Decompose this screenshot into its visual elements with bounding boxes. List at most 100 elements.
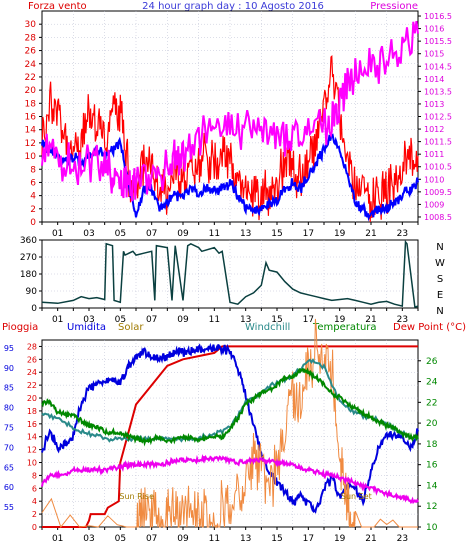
top-right-tick-label: 1015.5 xyxy=(424,37,452,46)
top-left-tick-label: 8 xyxy=(30,165,36,175)
bottom-xtick-label: 19 xyxy=(334,534,346,544)
bottom-temp-tick-label: 16 xyxy=(426,461,438,471)
bottom-xtick-label: 05 xyxy=(115,534,126,544)
top-right-tick-label: 1010 xyxy=(424,175,444,184)
bottom-xtick-label: 09 xyxy=(177,534,189,544)
bottom-umidita-tick-label: 85 xyxy=(4,384,14,393)
top-xtick-label: 17 xyxy=(303,229,314,239)
mid-right-label: S xyxy=(437,274,443,285)
top-left-tick-label: 2 xyxy=(30,205,36,215)
bottom-umidita-tick-label: 90 xyxy=(4,364,14,373)
mid-left-tick-label: 90 xyxy=(26,287,38,297)
top-xtick-label: 09 xyxy=(177,229,189,239)
bottom-temp-tick-label: 22 xyxy=(426,398,437,408)
bottom-umidita-tick-label: 70 xyxy=(4,443,14,452)
mid-left-tick-label: 180 xyxy=(20,270,37,280)
top-right-tick-label: 1014.5 xyxy=(424,62,452,71)
mid-left-tick-label: 0 xyxy=(31,304,37,314)
mid-xtick-label: 09 xyxy=(177,315,189,325)
bottom-xtick-label: 07 xyxy=(146,534,157,544)
top-left-tick-label: 14 xyxy=(25,126,37,136)
bottom-pioggia-tick-label: 20 xyxy=(27,394,37,403)
top-left-tick-label: 22 xyxy=(25,73,36,83)
mid-series-wind-direction xyxy=(41,239,419,309)
top-left-tick-label: 30 xyxy=(25,20,37,30)
bottom-pioggia-tick-label: 12 xyxy=(27,446,37,455)
bottom-pioggia-tick-label: 28 xyxy=(27,342,37,351)
bottom-pioggia-tick-label: 2 xyxy=(32,510,37,519)
mid-xtick-label: 11 xyxy=(209,315,220,325)
top-xtick-label: 01 xyxy=(52,229,63,239)
top-left-tick-label: 6 xyxy=(30,178,36,188)
top-series-pressione xyxy=(41,20,419,202)
mid-xtick-label: 15 xyxy=(271,315,282,325)
bottom-pioggia-tick-label: 10 xyxy=(27,459,37,468)
bottom-pioggia-tick-label: 4 xyxy=(32,497,37,506)
mid-xtick-label: 17 xyxy=(303,315,314,325)
bottom-umidita-tick-label: 80 xyxy=(4,404,14,413)
top-xtick-label: 13 xyxy=(240,229,251,239)
top-xtick-label: 05 xyxy=(115,229,126,239)
bottom-pioggia-tick-label: 14 xyxy=(27,433,37,442)
bottom-temp-tick-label: 10 xyxy=(426,523,438,533)
label-solar: Solar xyxy=(118,322,144,333)
top-series-forza-vento xyxy=(41,55,419,223)
top-left-tick-label: 10 xyxy=(25,152,37,162)
top-xtick-label: 03 xyxy=(83,229,94,239)
mid-left-tick-label: 360 xyxy=(20,236,37,246)
sunrise-annotation: Sun Rise xyxy=(119,492,154,501)
mid-xtick-label: 23 xyxy=(397,315,408,325)
bottom-umidita-tick-label: 60 xyxy=(4,483,14,492)
top-xtick-label: 15 xyxy=(271,229,282,239)
top-right-tick-label: 1009 xyxy=(424,200,444,209)
bottom-pioggia-tick-label: 18 xyxy=(27,407,37,416)
top-right-tick-label: 1014 xyxy=(424,75,444,84)
top-xtick-label: 21 xyxy=(365,229,376,239)
top-left-tick-label: 12 xyxy=(25,139,36,149)
mid-xtick-label: 21 xyxy=(365,315,376,325)
top-left-tick-label: 26 xyxy=(25,47,37,57)
top-right-label: Pressione xyxy=(370,1,418,12)
top-left-tick-label: 4 xyxy=(30,192,36,202)
bottom-pioggia-tick-label: 26 xyxy=(27,355,37,364)
mid-right-label: E xyxy=(437,290,443,301)
bottom-xtick-label: 11 xyxy=(209,534,220,544)
top-right-tick-label: 1013 xyxy=(424,100,444,109)
bottom-temp-tick-label: 26 xyxy=(426,357,438,367)
mid-xtick-label: 19 xyxy=(334,315,346,325)
top-xtick-label: 23 xyxy=(397,229,408,239)
bottom-pioggia-tick-label: 0 xyxy=(32,523,37,532)
mid-left-tick-label: 270 xyxy=(20,253,37,263)
bottom-temp-tick-label: 14 xyxy=(426,481,438,491)
mid-right-label: N xyxy=(436,242,443,253)
bottom-pioggia-tick-label: 16 xyxy=(27,420,37,429)
bottom-umidita-tick-label: 55 xyxy=(4,503,14,512)
top-right-tick-label: 1012 xyxy=(424,125,444,134)
top-left-label: Forza vento xyxy=(28,1,87,12)
top-xtick-label: 11 xyxy=(209,229,220,239)
mid-xtick-label: 13 xyxy=(240,315,251,325)
bottom-xtick-label: 17 xyxy=(303,534,314,544)
top-xtick-label: 07 xyxy=(146,229,157,239)
mid-xtick-label: 01 xyxy=(52,315,63,325)
bottom-temp-tick-label: 18 xyxy=(426,440,438,450)
top-xtick-label: 19 xyxy=(334,229,346,239)
bottom-xtick-label: 21 xyxy=(365,534,376,544)
label-dewpoint: Dew Point (°C) xyxy=(393,322,466,333)
bottom-xtick-label: 13 xyxy=(240,534,251,544)
top-right-tick-label: 1008.5 xyxy=(424,213,452,222)
bottom-xtick-label: 23 xyxy=(397,534,408,544)
top-left-tick-label: 16 xyxy=(25,113,37,123)
bottom-pioggia-tick-label: 24 xyxy=(27,368,37,377)
bottom-umidita-tick-label: 75 xyxy=(4,424,14,433)
bottom-umidita-tick-label: 95 xyxy=(4,344,14,353)
mid-xtick-label: 03 xyxy=(83,315,94,325)
bottom-temp-tick-label: 24 xyxy=(426,378,438,388)
bottom-xtick-label: 15 xyxy=(271,534,282,544)
top-right-tick-label: 1013.5 xyxy=(424,87,452,96)
top-right-tick-label: 1012.5 xyxy=(424,113,452,122)
mid-xtick-label: 07 xyxy=(146,315,157,325)
mid-right-label: W xyxy=(435,258,445,269)
mid-xtick-label: 05 xyxy=(115,315,126,325)
